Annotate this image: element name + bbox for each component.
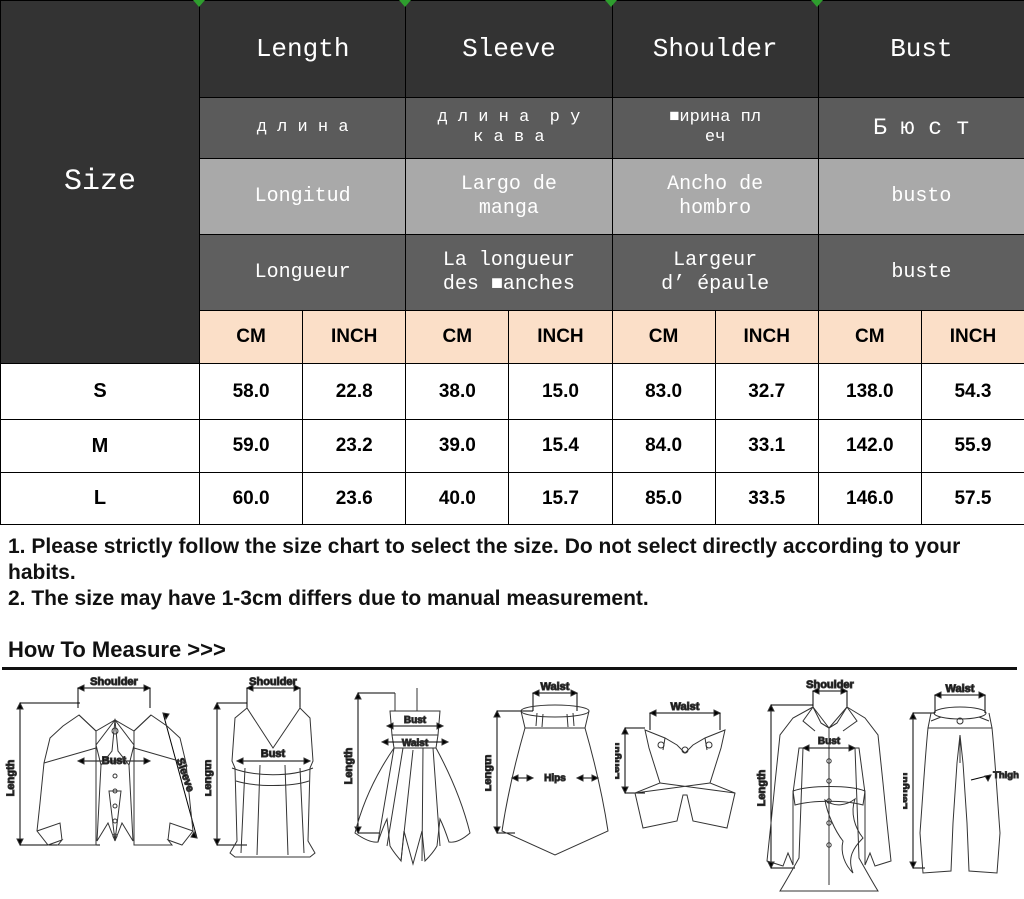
svg-text:Length: Length — [343, 747, 355, 784]
svg-text:Length: Length — [485, 754, 494, 791]
svg-text:Length: Length — [615, 742, 622, 779]
svg-text:Thigh: Thigh — [993, 770, 1019, 781]
svg-text:Waist: Waist — [671, 701, 700, 713]
svg-text:Shoulder: Shoulder — [90, 676, 138, 688]
svg-text:Bust: Bust — [818, 736, 841, 747]
svg-text:Waist: Waist — [402, 738, 429, 749]
svg-text:Shoulder: Shoulder — [249, 676, 297, 688]
svg-text:Sleeve: Sleeve — [173, 757, 196, 794]
svg-text:Hips: Hips — [544, 773, 566, 784]
svg-text:Waist: Waist — [946, 683, 975, 695]
svg-text:Bust: Bust — [404, 715, 427, 726]
svg-text:Length: Length — [5, 759, 17, 796]
svg-text:Length: Length — [903, 772, 910, 809]
svg-text:Waist: Waist — [541, 681, 570, 693]
svg-text:Length: Length — [205, 759, 214, 796]
svg-text:Shoulder: Shoulder — [806, 679, 854, 691]
svg-text:Bust: Bust — [261, 748, 286, 760]
svg-text:Length: Length — [756, 769, 768, 806]
